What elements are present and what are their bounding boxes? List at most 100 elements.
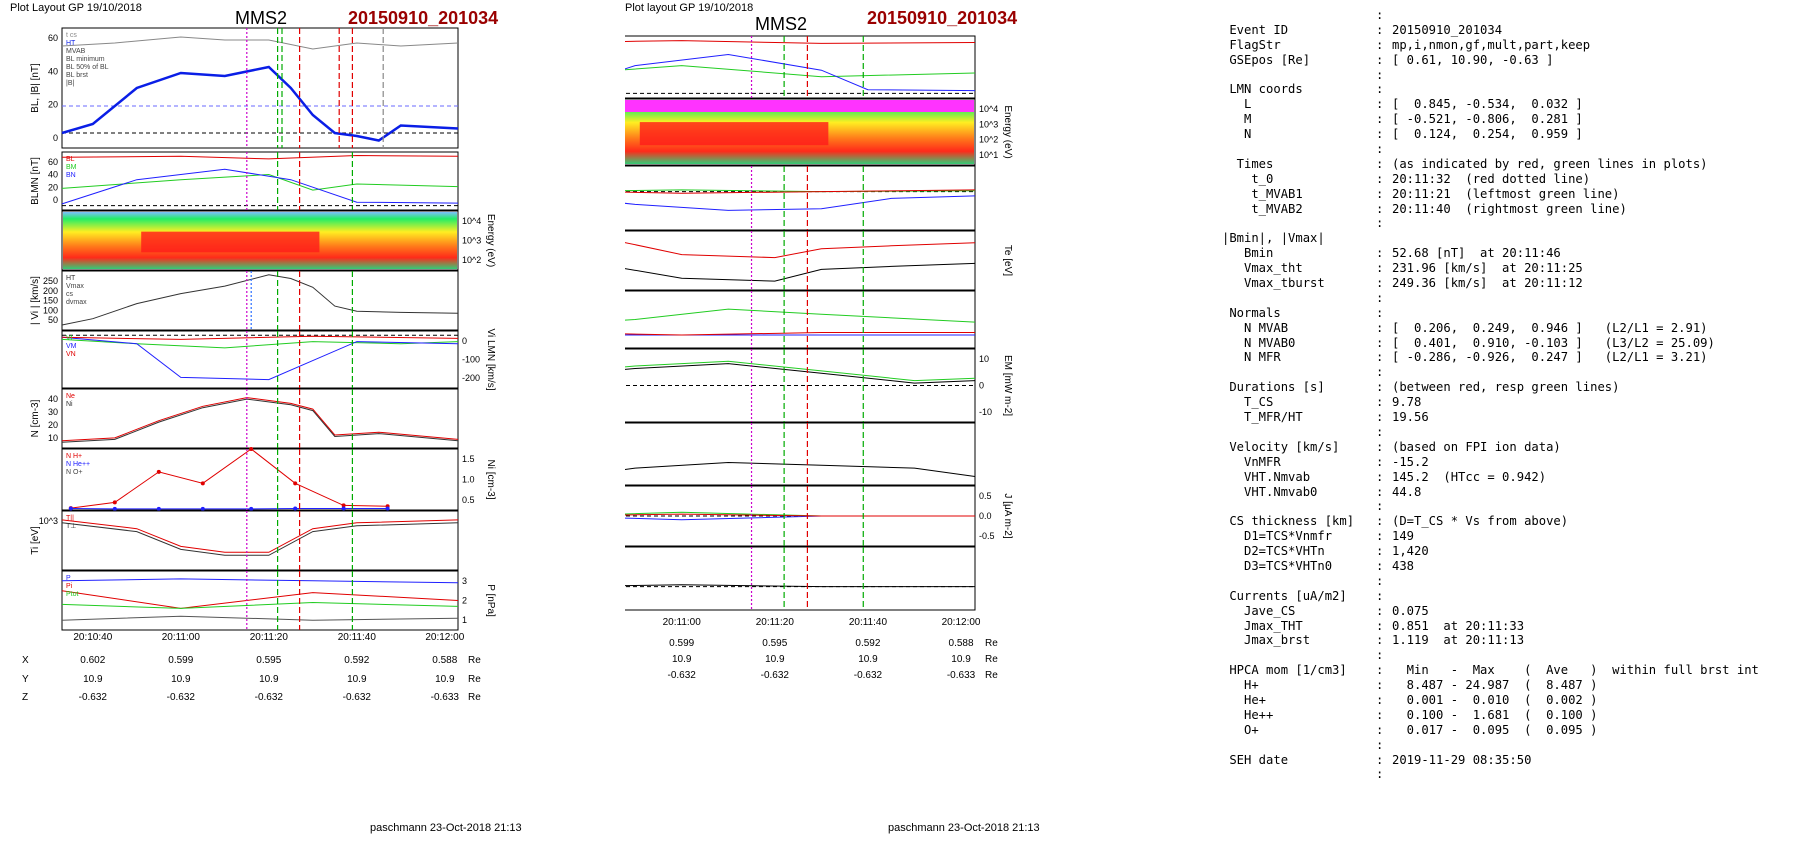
left-satellite-title: MMS2: [235, 8, 288, 28]
info-separator: :: [1376, 350, 1384, 365]
info-value: 2019-11-29 08:35:50: [1392, 752, 1532, 767]
coord-label: Z: [22, 692, 28, 703]
info-label: N MFR: [1222, 350, 1281, 365]
info-row: :: [1222, 738, 1797, 753]
info-value: [ 0.401, 0.910, -0.103 ] (L3/L2 = 25.09): [1392, 335, 1715, 350]
info-row: GSEpos [Re]: [ 0.61, 10.90, -0.63 ]: [1222, 53, 1797, 68]
info-value: 52.68 [nT] at 20:11:46: [1392, 246, 1561, 261]
info-label: T_CS: [1222, 395, 1274, 410]
info-row: :: [1222, 291, 1797, 306]
info-separator: :: [1376, 395, 1384, 410]
info-value: 20150910_201034: [1392, 22, 1503, 37]
time-tick-label: 20:10:40: [73, 632, 112, 643]
ytick-label: 0: [53, 195, 58, 205]
legend-entry: BN: [66, 172, 76, 179]
legend-entry: Pi: [66, 583, 73, 590]
series-BN: [61, 168, 459, 205]
coord-value: 0.588: [949, 638, 974, 649]
panel-frame: [61, 330, 459, 389]
info-row: He++: 0.100 - 1.681 ( 0.100 ): [1222, 708, 1797, 723]
ylabel: BL, |B| [nT]: [30, 63, 41, 113]
mid-page-header: Plot layout GP 19/10/2018: [625, 2, 754, 14]
panel-mid-spectrogram: 10^4 10^3 10^2 10^1 Energy (eV): [625, 98, 1013, 166]
info-separator: :: [1376, 618, 1384, 633]
info-row: VHT.Nmvab:145.2 (HTcc = 0.942): [1222, 470, 1797, 485]
info-row: L: [ 0.845, -0.534, 0.032 ]: [1222, 97, 1797, 112]
legend-entry: BL minimum: [66, 56, 105, 63]
info-separator: :: [1376, 499, 1384, 514]
info-row: Vmax_tht:231.96 [km/s] at 20:11:25: [1222, 261, 1797, 276]
info-value: 19.56: [1392, 410, 1429, 425]
info-row: LMN coords:: [1222, 82, 1797, 97]
mid-satellite-title: MMS2: [755, 14, 808, 34]
info-row: CS thickness [km]: (D=T_CS * Vs from abov…: [1222, 514, 1797, 529]
info-separator: :: [1376, 603, 1384, 618]
info-row: :: [1222, 767, 1797, 782]
ytick-label: 10^1: [979, 150, 998, 160]
info-separator: :: [1376, 380, 1384, 395]
ytick-label: 20: [48, 420, 58, 430]
legend-entry: MVAB: [66, 48, 86, 55]
info-row: Normals:: [1222, 306, 1797, 321]
info-row: t_0:20:11:32 (red dotted line): [1222, 172, 1797, 187]
panel-mid-elmn: 1050ELMN [mV m-1]ELEMEN: [625, 290, 976, 349]
legend-entry: Ne: [66, 393, 75, 400]
coord-unit: Re: [985, 638, 998, 649]
info-value: 438: [1392, 558, 1415, 573]
legend-entry: VM: [66, 343, 77, 350]
orbit-coords-table: X 0.602 0.599 0.595 0.592 0.588 Re Y 10.9 10.9 10.…: [22, 655, 481, 703]
info-value: 231.96 [km/s] at 20:11:25: [1392, 261, 1583, 276]
info-value: 20:11:32 (red dotted line): [1392, 171, 1591, 186]
data-point: [156, 469, 161, 474]
info-separator: :: [1376, 648, 1384, 663]
legend-entry: BL: [66, 156, 75, 163]
ylabel: N [cm-3]: [30, 399, 41, 437]
panel-mid-j: 1.00.80.60.40.2|J| [μA m-2]|J|: [625, 422, 976, 486]
info-row: Velocity [km/s]: (based on FPI ion data): [1222, 440, 1797, 455]
info-label: FlagStr: [1222, 37, 1281, 52]
legend-entry: BM: [66, 164, 77, 171]
info-row: :: [1222, 216, 1797, 231]
info-separator: :: [1376, 290, 1384, 305]
info-label: HPCA mom [1/cm3]: [1222, 663, 1347, 678]
info-row: Currents [uA/m2]:: [1222, 589, 1797, 604]
info-separator: :: [1376, 156, 1384, 171]
data-point: [341, 506, 346, 511]
info-label: GSEpos [Re]: [1222, 52, 1311, 67]
info-separator: :: [1376, 216, 1384, 231]
info-separator: :: [1376, 484, 1384, 499]
series-BN: [625, 53, 976, 92]
ytick-label: -100: [462, 355, 480, 365]
info-row: D1=TCS*Vnmfr:149: [1222, 529, 1797, 544]
info-separator: :: [1376, 67, 1384, 82]
coord-value: 10.9: [765, 654, 785, 665]
coord-value: 0.592: [344, 655, 369, 666]
info-label: Vmax_tburst: [1222, 276, 1325, 291]
info-label: He++: [1222, 707, 1274, 722]
info-row: T_MFR/HT:19.56: [1222, 410, 1797, 425]
panel-left-spectrogram: 10^4 10^3 10^2 Energy (eV): [61, 210, 496, 271]
panel-frame: [61, 510, 459, 571]
panel-frame: [61, 388, 459, 449]
info-value: (D=T_CS * Vs from above): [1392, 514, 1569, 529]
coord-unit: Re: [985, 654, 998, 665]
panel-frame: [61, 270, 459, 331]
panel-frame: [625, 290, 976, 349]
info-label: H+: [1222, 678, 1259, 693]
coord-value: 10.9: [435, 674, 455, 685]
info-value: 0.100 - 1.681 ( 0.100 ): [1392, 707, 1598, 722]
info-row: M: [ -0.521, -0.806, 0.281 ]: [1222, 112, 1797, 127]
legend-entry: cs: [66, 291, 74, 298]
info-value: 0.001 - 0.010 ( 0.002 ): [1392, 692, 1598, 707]
panel-frame: [61, 210, 459, 271]
info-value: 149: [1392, 529, 1415, 544]
info-separator: :: [1376, 469, 1384, 484]
info-value: mp,i,nmon,gf,mult,part,keep: [1392, 37, 1591, 52]
left-plot-page: Plot Layout GP 19/10/2018 MMS2 20150910_…: [0, 0, 590, 841]
info-label: Jave_CS: [1222, 603, 1296, 618]
ytick-label: -0.5: [979, 531, 995, 541]
panel-frame: [625, 230, 976, 291]
info-row: :: [1222, 142, 1797, 157]
